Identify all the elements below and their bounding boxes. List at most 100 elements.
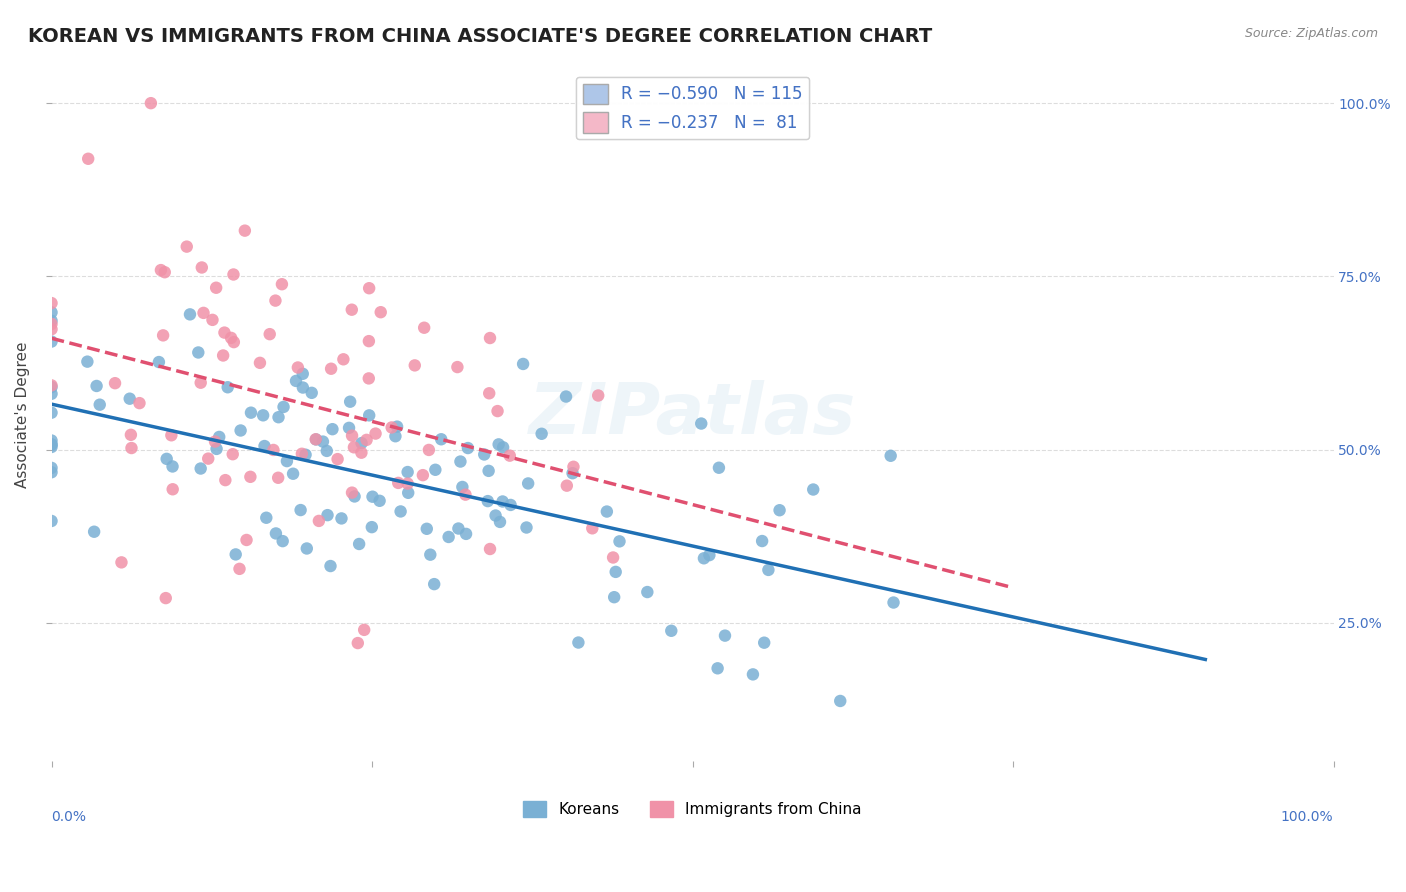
Point bbox=[291, 380, 314, 394]
Point bbox=[190, 461, 212, 475]
Point bbox=[479, 541, 502, 556]
Point bbox=[381, 420, 404, 434]
Point bbox=[239, 406, 262, 420]
Point bbox=[603, 590, 626, 604]
Point bbox=[110, 555, 132, 569]
Point bbox=[486, 404, 509, 418]
Point bbox=[83, 524, 105, 539]
Point bbox=[262, 442, 284, 457]
Point bbox=[340, 428, 363, 442]
Point bbox=[396, 465, 419, 479]
Point bbox=[233, 224, 256, 238]
Point bbox=[499, 498, 522, 512]
Point bbox=[491, 494, 513, 508]
Point bbox=[214, 473, 236, 487]
Point bbox=[229, 424, 252, 438]
Point bbox=[319, 361, 342, 376]
Point bbox=[41, 437, 63, 451]
Point bbox=[555, 390, 578, 404]
Point bbox=[416, 522, 439, 536]
Point bbox=[41, 380, 63, 394]
Point bbox=[472, 448, 495, 462]
Point bbox=[41, 322, 63, 336]
Point bbox=[204, 434, 226, 449]
Point bbox=[312, 434, 335, 449]
Point bbox=[396, 476, 419, 491]
Point bbox=[418, 442, 440, 457]
Y-axis label: Associate's Degree: Associate's Degree bbox=[15, 342, 30, 488]
Point bbox=[121, 441, 143, 455]
Point bbox=[235, 533, 257, 547]
Point bbox=[343, 440, 366, 454]
Point bbox=[340, 485, 363, 500]
Point bbox=[291, 367, 314, 381]
Point bbox=[389, 504, 412, 518]
Point bbox=[699, 548, 721, 562]
Point bbox=[360, 520, 382, 534]
Point bbox=[208, 430, 231, 444]
Point bbox=[41, 461, 63, 475]
Point bbox=[254, 510, 277, 524]
Point bbox=[830, 694, 852, 708]
Point bbox=[449, 454, 471, 468]
Point bbox=[128, 396, 150, 410]
Point bbox=[484, 508, 506, 523]
Point bbox=[41, 434, 63, 448]
Point bbox=[714, 629, 737, 643]
Point bbox=[41, 317, 63, 331]
Point bbox=[201, 313, 224, 327]
Point bbox=[152, 328, 174, 343]
Point bbox=[285, 374, 308, 388]
Point bbox=[567, 635, 589, 649]
Point bbox=[252, 409, 274, 423]
Point bbox=[205, 442, 228, 456]
Point bbox=[396, 485, 419, 500]
Point bbox=[222, 268, 245, 282]
Point bbox=[883, 595, 905, 609]
Point bbox=[457, 441, 479, 455]
Point bbox=[742, 667, 765, 681]
Point bbox=[636, 585, 658, 599]
Point bbox=[332, 352, 354, 367]
Point bbox=[41, 386, 63, 401]
Point bbox=[41, 305, 63, 319]
Point bbox=[357, 334, 380, 348]
Point bbox=[222, 335, 245, 350]
Point bbox=[751, 534, 773, 549]
Point bbox=[586, 388, 609, 402]
Text: 0.0%: 0.0% bbox=[52, 810, 87, 824]
Point bbox=[454, 527, 477, 541]
Point bbox=[350, 436, 373, 450]
Point bbox=[339, 394, 361, 409]
Point bbox=[276, 454, 298, 468]
Point bbox=[446, 360, 468, 375]
Point bbox=[385, 419, 408, 434]
Point bbox=[271, 277, 294, 292]
Point bbox=[419, 548, 441, 562]
Point bbox=[271, 534, 294, 549]
Point bbox=[281, 467, 304, 481]
Point bbox=[659, 624, 682, 638]
Point bbox=[517, 476, 540, 491]
Point bbox=[295, 541, 318, 556]
Point bbox=[190, 376, 212, 390]
Point bbox=[160, 428, 183, 442]
Point bbox=[264, 526, 287, 541]
Point bbox=[291, 447, 314, 461]
Point bbox=[361, 490, 384, 504]
Point bbox=[287, 360, 309, 375]
Point bbox=[368, 493, 391, 508]
Point bbox=[343, 490, 366, 504]
Point bbox=[758, 563, 780, 577]
Point bbox=[41, 296, 63, 310]
Point bbox=[41, 514, 63, 528]
Point bbox=[321, 422, 343, 436]
Point bbox=[596, 504, 619, 518]
Point bbox=[706, 661, 728, 675]
Point bbox=[412, 468, 434, 483]
Point bbox=[768, 503, 790, 517]
Point bbox=[41, 438, 63, 452]
Point bbox=[413, 320, 436, 334]
Legend: R = −0.590   N = 115, R = −0.237   N =  81: R = −0.590 N = 115, R = −0.237 N = 81 bbox=[576, 77, 808, 139]
Point bbox=[301, 385, 323, 400]
